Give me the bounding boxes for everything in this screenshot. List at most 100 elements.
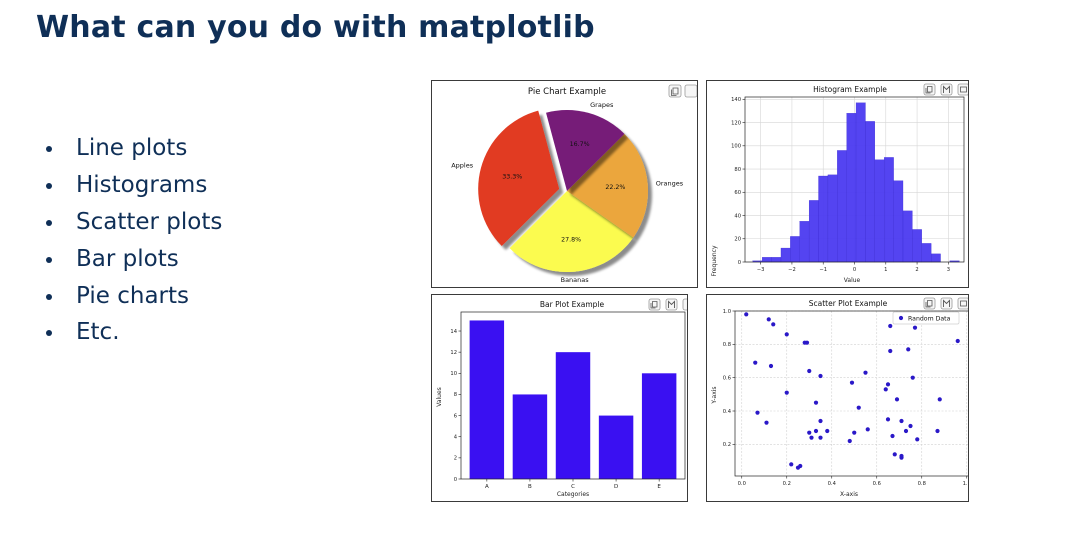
scatter-plot-area: 0.2 0.4 0.6 0.8 1.0 0.0 0.2 0.4 0.6 0.8 1.0 xyxy=(723,309,968,487)
toolbar-button[interactable] xyxy=(684,84,697,98)
scatter-chart-figure: Scatter Plot Example 0.2 0.4 0.6 0.8 1.0 0.0 0… xyxy=(706,294,969,502)
scatter-chart-title: Scatter Plot Example xyxy=(809,299,888,308)
slide-title: What can you do with matplotlib xyxy=(36,10,595,45)
histogram-y-tick-label: 20 xyxy=(734,237,741,243)
pie-category-label: Grapes xyxy=(590,101,614,109)
pie-chart-figure: Pie Chart Example 33.3% Apples 27.8% Banana… xyxy=(431,80,698,288)
scatter-x-tick-label: 0.0 xyxy=(738,481,746,487)
bar-c xyxy=(555,352,591,479)
histogram-title: Histogram Example xyxy=(813,85,887,94)
scatter-y-tick-label: 0.8 xyxy=(723,342,731,348)
pie-slice-grapes xyxy=(546,110,625,191)
scatter-point xyxy=(818,435,823,440)
bar-a xyxy=(469,320,505,479)
bar-chart-figure: Bar Plot Example A B C D E 0 2 4 6 8 10 12 14 Catego… xyxy=(431,294,688,502)
bar-y-tick-label: 8 xyxy=(454,392,457,398)
histogram-x-tick-label: 2 xyxy=(915,267,918,273)
bullet-item: Scatter plots xyxy=(46,204,222,241)
histogram-bar xyxy=(874,159,885,263)
histogram-y-tick-label: 0 xyxy=(738,260,741,266)
scatter-point xyxy=(789,462,794,467)
window-icon xyxy=(960,300,967,307)
bar-y-tick-label: 2 xyxy=(454,456,457,462)
pie-slice-oranges xyxy=(567,133,648,238)
scatter-point xyxy=(863,370,868,375)
scatter-x-label: X-axis xyxy=(840,491,858,498)
scatter-frame xyxy=(734,310,968,477)
scatter-point xyxy=(856,405,861,410)
scatter-point xyxy=(852,430,857,435)
scatter-legend: Random Data xyxy=(892,311,960,325)
histogram-y-tick-label: 80 xyxy=(734,167,741,173)
histogram-bar xyxy=(865,121,875,263)
scatter-x-tick-label: 0.2 xyxy=(783,481,791,487)
scatter-point xyxy=(885,417,891,422)
pie-category-label: Bananas xyxy=(561,276,590,284)
scatter-point xyxy=(825,428,830,434)
histogram-bar xyxy=(902,210,913,263)
histogram-bar xyxy=(912,229,922,263)
histogram-bar xyxy=(799,221,810,263)
scatter-x-tick-label: 0.8 xyxy=(918,481,926,487)
histogram-x-tick-label: 3 xyxy=(947,267,950,273)
scatter-point xyxy=(847,438,852,444)
copy-icon xyxy=(925,300,933,308)
histogram-bar xyxy=(930,253,941,263)
bullet-text: Bar plots xyxy=(76,245,179,272)
histogram-bar xyxy=(846,113,857,263)
bullet-dot-icon xyxy=(46,219,52,226)
histogram-bar xyxy=(855,102,866,263)
scatter-point xyxy=(894,397,900,402)
pie-percent-label: 16.7% xyxy=(570,141,590,148)
scatter-point xyxy=(883,387,888,392)
save-icon xyxy=(668,300,675,308)
histogram-bar xyxy=(837,150,847,263)
copy-icon xyxy=(650,301,658,309)
scatter-point xyxy=(771,322,776,327)
scatter-toolbar xyxy=(923,297,969,310)
bar-y-label: Values xyxy=(436,387,443,407)
bar-y-tick-label: 12 xyxy=(450,350,457,356)
bullet-item: Etc. xyxy=(46,314,222,351)
histogram-y-tick-label: 40 xyxy=(734,213,741,219)
histogram-y-tick-label: 140 xyxy=(731,97,741,103)
scatter-point xyxy=(744,312,749,317)
scatter-point xyxy=(906,347,911,352)
pie-toolbar xyxy=(668,84,697,98)
legend-box xyxy=(892,311,960,325)
close-button[interactable] xyxy=(957,83,969,96)
bullet-list: Line plots Histograms Scatter plots Bar … xyxy=(46,130,222,351)
bullet-text: Scatter plots xyxy=(76,208,223,235)
toolbar-button[interactable] xyxy=(682,298,688,311)
bar-y-tick-label: 6 xyxy=(454,413,457,419)
bullet-text: Histograms xyxy=(76,172,208,199)
scatter-y-label: Y-axis xyxy=(711,386,718,404)
bullet-dot-icon xyxy=(46,256,52,263)
scatter-point xyxy=(955,338,960,344)
pie-chart-svg: Pie Chart Example 33.3% Apples 27.8% Banana… xyxy=(451,84,697,284)
pie-category-label: Apples xyxy=(451,162,474,170)
scatter-point xyxy=(915,437,920,442)
bar-toolbar xyxy=(648,298,688,311)
scatter-point xyxy=(885,382,891,387)
histogram-bar xyxy=(818,175,829,263)
close-button[interactable] xyxy=(957,297,969,310)
scatter-chart-svg: Scatter Plot Example 0.20.40.60.81.00.0 0… xyxy=(711,297,969,498)
scatter-point xyxy=(766,317,771,322)
legend-marker xyxy=(898,315,904,321)
histogram-y-tick-label: 100 xyxy=(731,144,741,150)
save-icon xyxy=(943,299,950,307)
scatter-point xyxy=(784,332,789,337)
scatter-point xyxy=(753,360,758,365)
scatter-x-tick-label: 0.4 xyxy=(828,481,837,487)
scatter-point xyxy=(798,463,803,469)
bar-chart-title: Bar Plot Example xyxy=(540,300,605,309)
window-icon xyxy=(960,86,967,93)
histogram-y-tick-label: 60 xyxy=(734,190,741,196)
bullet-dot-icon xyxy=(46,183,52,190)
histogram-x-tick-label: −3 xyxy=(757,267,765,273)
bar-x-tick-label: A xyxy=(485,484,489,490)
copy-icon xyxy=(925,86,933,94)
histogram-bar xyxy=(884,157,894,263)
